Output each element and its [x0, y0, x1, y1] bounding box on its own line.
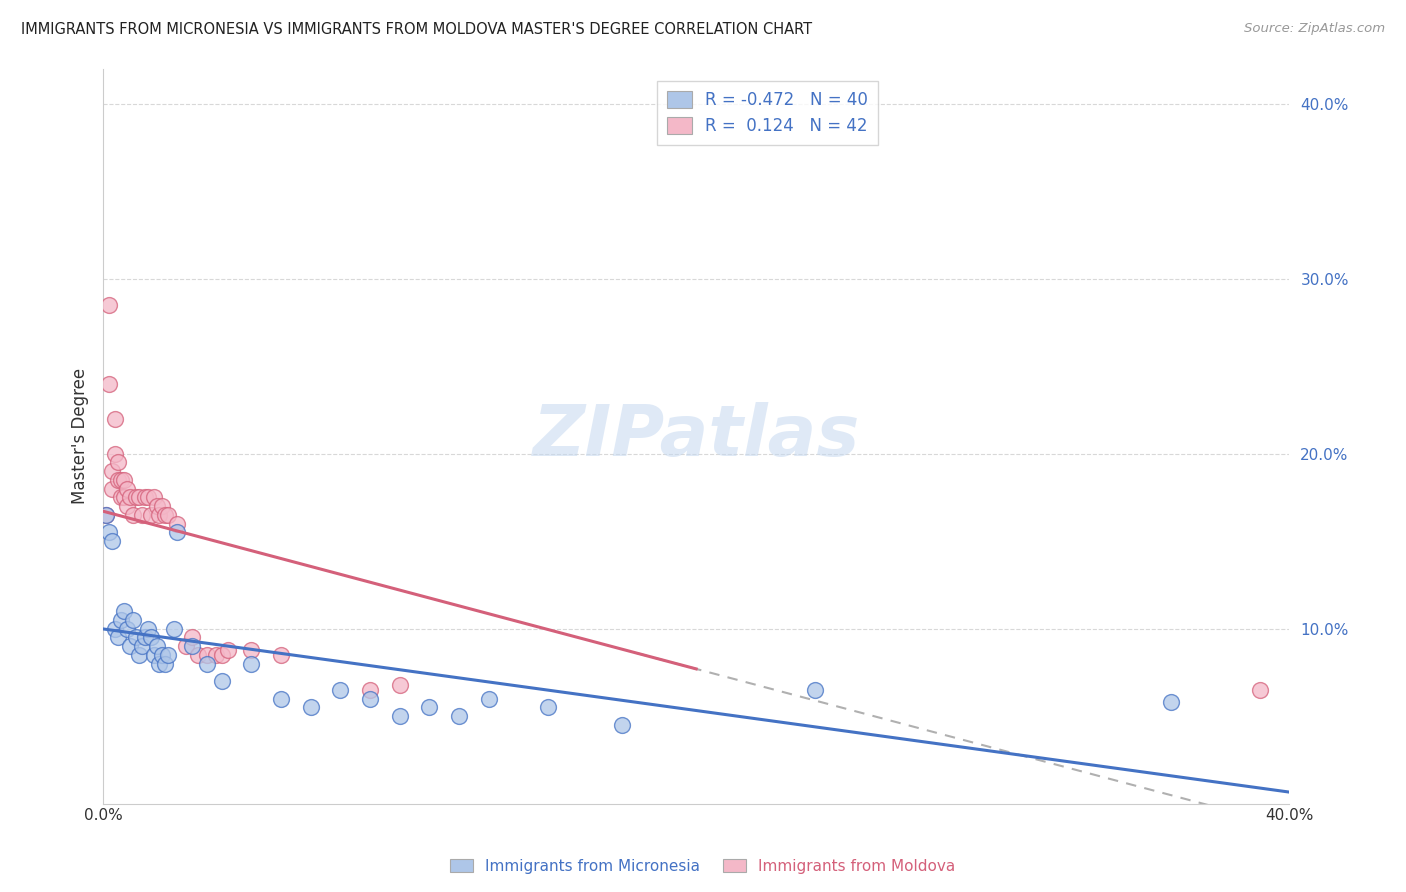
Point: [157, 648, 180, 662]
Point: [131, 508, 153, 522]
Point: [112, 604, 135, 618]
Point: [110, 613, 132, 627]
Point: [610, 718, 633, 732]
Point: [128, 491, 150, 505]
Point: [136, 491, 159, 505]
Point: [136, 622, 159, 636]
Point: [359, 682, 381, 697]
Point: [157, 508, 180, 522]
Point: [94, 508, 117, 522]
Point: [299, 700, 322, 714]
Point: [240, 657, 263, 671]
Point: [418, 700, 440, 714]
Point: [115, 482, 138, 496]
Legend: R = -0.472   N = 40, R =  0.124   N = 42: R = -0.472 N = 40, R = 0.124 N = 42: [657, 80, 877, 145]
Point: [181, 631, 204, 645]
Point: [107, 631, 129, 645]
Point: [1249, 682, 1271, 697]
Point: [270, 691, 292, 706]
Point: [163, 622, 186, 636]
Point: [187, 648, 209, 662]
Point: [121, 613, 143, 627]
Point: [125, 491, 148, 505]
Point: [121, 508, 143, 522]
Point: [142, 491, 165, 505]
Point: [128, 648, 150, 662]
Point: [112, 473, 135, 487]
Point: [107, 455, 129, 469]
Point: [98, 525, 121, 540]
Point: [166, 516, 188, 531]
Point: [115, 622, 138, 636]
Point: [107, 473, 129, 487]
Point: [155, 657, 177, 671]
Point: [125, 631, 148, 645]
Point: [152, 499, 174, 513]
Point: [110, 473, 132, 487]
Point: [155, 508, 177, 522]
Point: [478, 691, 501, 706]
Point: [118, 491, 141, 505]
Point: [104, 411, 127, 425]
Point: [217, 642, 239, 657]
Point: [181, 639, 204, 653]
Point: [240, 642, 263, 657]
Point: [101, 534, 124, 549]
Point: [803, 682, 825, 697]
Point: [98, 298, 121, 312]
Text: Source: ZipAtlas.com: Source: ZipAtlas.com: [1244, 22, 1385, 36]
Point: [104, 446, 127, 460]
Point: [388, 677, 411, 691]
Point: [148, 508, 170, 522]
Point: [447, 709, 470, 723]
Point: [270, 648, 292, 662]
Point: [139, 508, 162, 522]
Point: [134, 491, 156, 505]
Point: [166, 525, 188, 540]
Point: [174, 639, 197, 653]
Point: [101, 482, 124, 496]
Point: [110, 491, 132, 505]
Point: [359, 691, 381, 706]
Point: [145, 499, 167, 513]
Point: [112, 491, 135, 505]
Point: [94, 508, 117, 522]
Point: [131, 639, 153, 653]
Point: [195, 657, 218, 671]
Text: IMMIGRANTS FROM MICRONESIA VS IMMIGRANTS FROM MOLDOVA MASTER'S DEGREE CORRELATIO: IMMIGRANTS FROM MICRONESIA VS IMMIGRANTS…: [21, 22, 813, 37]
Legend: Immigrants from Micronesia, Immigrants from Moldova: Immigrants from Micronesia, Immigrants f…: [444, 853, 962, 880]
Point: [537, 700, 560, 714]
Point: [118, 639, 141, 653]
Point: [145, 639, 167, 653]
Text: ZIPatlas: ZIPatlas: [533, 401, 860, 471]
Point: [104, 622, 127, 636]
Point: [211, 674, 233, 689]
Point: [148, 657, 170, 671]
Y-axis label: Master's Degree: Master's Degree: [72, 368, 89, 504]
Point: [139, 631, 162, 645]
Point: [211, 648, 233, 662]
Point: [204, 648, 226, 662]
Point: [329, 682, 352, 697]
Point: [195, 648, 218, 662]
Point: [134, 631, 156, 645]
Point: [388, 709, 411, 723]
Point: [1160, 695, 1182, 709]
Point: [142, 648, 165, 662]
Point: [98, 376, 121, 391]
Point: [115, 499, 138, 513]
Point: [152, 648, 174, 662]
Point: [101, 464, 124, 478]
